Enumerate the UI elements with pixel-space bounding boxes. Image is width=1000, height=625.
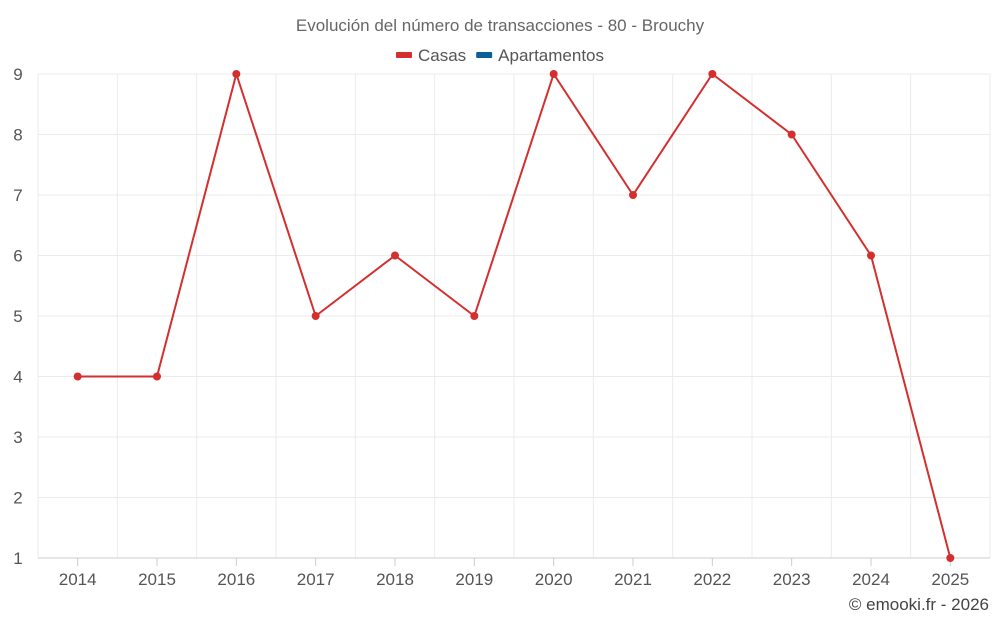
x-tick-label: 2021 — [614, 570, 652, 589]
data-point[interactable] — [867, 251, 875, 260]
data-point[interactable] — [946, 554, 955, 562]
x-tick-label: 2018 — [376, 570, 414, 589]
data-point[interactable] — [708, 70, 717, 78]
grid — [37, 73, 991, 558]
x-tick-label: 2022 — [693, 570, 731, 589]
data-point[interactable] — [549, 70, 558, 78]
series-line-casas — [77, 73, 952, 559]
x-tick-label: 2016 — [217, 570, 255, 589]
data-point[interactable] — [787, 130, 796, 139]
data-point[interactable] — [629, 191, 637, 199]
legend: Casas Apartamentos — [395, 46, 604, 65]
legend-label[interactable]: Apartamentos — [498, 46, 604, 65]
y-tick-label: 5 — [13, 307, 22, 326]
axes: 1 2 3 4 5 6 7 8 9 2014 2015 2016 2017 2018 2019 2020 202… — [13, 65, 990, 589]
x-tick-label: 2014 — [59, 570, 97, 589]
series-layer — [73, 70, 955, 562]
data-point[interactable] — [153, 372, 161, 381]
y-tick-label: 6 — [13, 247, 22, 266]
legend-swatch[interactable] — [395, 52, 412, 58]
y-tick-label: 3 — [13, 428, 22, 447]
x-tick-label: 2024 — [852, 570, 890, 589]
x-tick-label: 2020 — [535, 570, 573, 589]
legend-label[interactable]: Casas — [418, 46, 466, 65]
y-tick-label: 7 — [13, 186, 22, 205]
data-point[interactable] — [73, 372, 82, 381]
y-tick-label: 9 — [13, 65, 22, 84]
y-tick-label: 2 — [13, 489, 22, 508]
x-tick-label: 2023 — [773, 570, 811, 589]
y-tick-label: 8 — [13, 126, 22, 145]
legend-swatch[interactable] — [476, 52, 493, 58]
data-point[interactable] — [470, 312, 479, 320]
x-tick-label: 2015 — [138, 570, 176, 589]
chart-title: Evolución del número de transacciones - … — [296, 16, 705, 35]
credit-text: © emooki.fr - 2026 — [849, 595, 989, 614]
data-point[interactable] — [391, 251, 399, 260]
data-point[interactable] — [311, 312, 320, 320]
x-tick-label: 2017 — [297, 570, 335, 589]
data-point[interactable] — [232, 70, 241, 78]
y-tick-label: 1 — [13, 549, 22, 568]
y-tick-label: 4 — [13, 368, 22, 387]
x-tick-label: 2025 — [931, 570, 969, 589]
x-tick-label: 2019 — [455, 570, 493, 589]
